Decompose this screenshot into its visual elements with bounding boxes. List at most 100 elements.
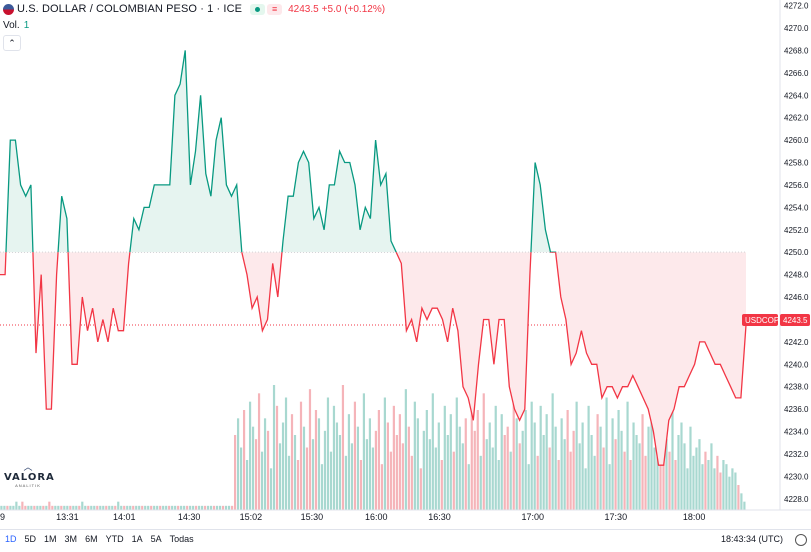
volume-bar [60,505,63,510]
clock[interactable]: 18:43:34 (UTC) [720,534,783,544]
volume-bar [314,410,318,510]
volume-bar [713,468,716,510]
volume-bar [311,439,315,510]
settings-icon[interactable] [795,534,807,546]
time-tick-label: 15:30 [301,512,324,522]
market-status-icon[interactable] [250,3,266,15]
range-button-5a[interactable]: 5A [150,534,162,544]
volume-bar [168,505,171,510]
volume-bar [557,460,560,510]
range-button-1a[interactable]: 1A [131,534,143,544]
volume-bar [539,405,542,510]
volume-bar [177,505,180,510]
collapse-legend-button[interactable]: ⌃ [3,35,21,51]
volume-bar [413,401,416,510]
symbol-title[interactable]: U.S. DOLLAR / COLOMBIAN PESO · 1 · ICE [17,3,243,15]
range-button-5d[interactable]: 5D [24,534,37,544]
volume-bar [710,443,713,510]
volume-bar [686,468,689,510]
volume-bar [87,505,90,510]
time-tick-label: 14:30 [178,512,201,522]
volume-bar [587,405,590,510]
volume-bar [707,460,710,510]
volume-legend[interactable]: Vol. 1 [3,20,29,31]
volume-bar [449,414,452,510]
volume-bar [224,505,228,510]
price-axis[interactable]: 4228.0 4230.0 4232.0 4234.0 4236.0 4238.0 4240… [779,0,809,510]
volume-bar [21,501,24,510]
volume-bar [659,464,662,510]
volume-bar [159,505,162,510]
volume-bar [578,443,581,510]
volume-bar [344,455,348,510]
volume-bar [611,418,614,510]
volume-bar [72,505,75,510]
volume-bar [731,468,734,510]
volume-bar [719,472,722,510]
volume-bar [293,435,297,510]
volume-bar [620,430,623,510]
valora-logo: ︿ VALORA ANALITIK [4,463,54,489]
volume-bar [323,430,327,510]
volume-bar [395,435,398,510]
price-tick-label: 4242.0 [784,338,809,347]
volume-bar [281,422,285,510]
volume-bar [75,505,78,510]
last-price-tag: 4243.5 [783,316,808,325]
time-tick-label: 16:00 [365,512,388,522]
volume-bar [144,505,147,510]
range-button-ytd[interactable]: YTD [105,534,124,544]
volume-bar [491,447,494,510]
volume-bar [302,426,306,510]
volume-bar [488,422,491,510]
volume-bar [305,447,309,510]
volume-bar [545,414,548,510]
volume-bar [389,451,392,510]
volume-bar [623,451,626,510]
volume-bar [485,439,488,510]
price-tick-label: 4268.0 [784,46,809,55]
volume-bar [42,505,45,510]
volume-bar [629,460,632,510]
volume-bar [605,397,608,510]
volume-bar [461,443,464,510]
price-area [0,50,746,466]
volume-bar [368,418,372,510]
logo-subtitle: ANALITIK [15,483,41,488]
volume-bar [500,414,503,510]
volume-bar [683,443,686,510]
volume-bar [569,451,572,510]
volume-bar [467,464,470,510]
price-line [0,50,747,466]
range-button-1d[interactable]: 1D [5,534,17,544]
volume-bar [665,439,668,510]
price-tick-label: 4228.0 [784,495,809,504]
volume-bar [626,401,629,510]
range-button-6m[interactable]: 6M [85,534,98,544]
time-axis[interactable]: 9 13:31 14:01 14:30 15:02 15:30 16:00 16:30 17:0… [0,509,811,522]
volume-bar [737,485,740,510]
price-chart[interactable]: 4228.0 4230.0 4232.0 4234.0 4236.0 4238.0 4240… [0,0,811,529]
volume-bar [263,418,267,510]
volume-bar [135,505,138,510]
volume-bar [632,422,635,510]
range-button-1m[interactable]: 1M [44,534,57,544]
volume-bar [740,493,743,510]
volume-bar [566,410,569,510]
volume-bar [701,464,704,510]
range-button-3m[interactable]: 3M [64,534,78,544]
volume-bar [338,435,342,510]
volume-bar [129,505,132,510]
volume-bar [497,460,500,510]
volume-bar [401,443,404,510]
volume-bar [296,460,300,510]
volume-bar [590,435,593,510]
volume-bar [69,505,72,510]
volume-bar [452,451,455,510]
volume-bar [9,505,12,510]
menu-icon[interactable]: ≡ [267,3,283,15]
range-button-todas[interactable]: Todas [169,534,194,544]
volume-bar [248,401,252,510]
volume-bar [105,505,108,510]
volume-bar [482,393,485,510]
